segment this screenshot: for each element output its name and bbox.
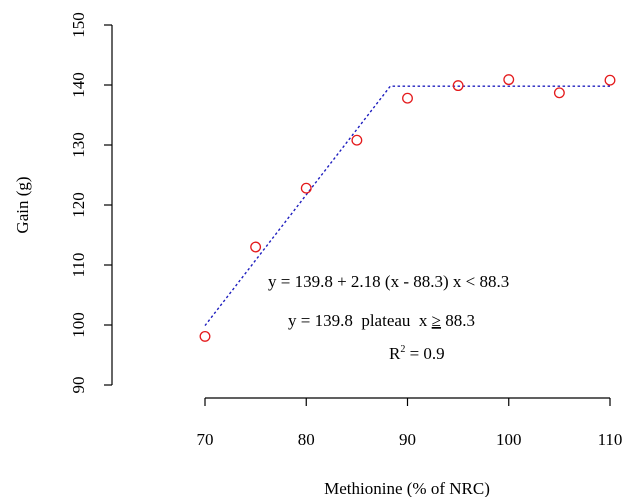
y-axis-title: Gain (g) [13,176,32,233]
r-squared-sup: 2 [400,344,405,355]
greater-equal-symbol: ≥ [432,311,441,330]
y-tick-label: 140 [69,72,88,98]
r-squared-value: = 0.9 [405,344,444,363]
axes: 70 80 90 100 110 90 100 110 120 130 140 150 [69,12,622,449]
x-tick-label: 70 [197,430,214,449]
r-squared-label: R2 = 0.9 [389,344,445,363]
data-point [503,74,515,86]
equation-line-2-tail: 88.3 [441,311,475,330]
y-tick-label: 120 [69,192,88,218]
equation-line-2: y = 139.8 plateau x ≥ 88.3 [288,311,475,330]
x-tick-label: 90 [399,430,416,449]
y-tick-label: 130 [69,132,88,158]
points-group [199,74,616,342]
fit-line-group [204,85,610,327]
equation-line-1: y = 139.8 + 2.18 (x - 88.3) x < 88.3 [268,272,509,291]
r-squared-base: R [389,344,401,363]
fit-line [204,85,610,327]
data-point [199,330,211,342]
y-tick-label: 100 [69,312,88,338]
x-tick-label: 110 [598,430,623,449]
y-tick-label: 90 [69,377,88,394]
data-point [351,134,363,146]
equation-line-2-main: y = 139.8 plateau x [288,311,432,330]
data-point [553,87,565,99]
y-tick-label: 150 [69,12,88,38]
x-tick-label: 80 [298,430,315,449]
data-point [300,182,312,194]
data-point [452,80,464,92]
data-point [604,74,616,86]
data-point [402,92,413,104]
x-axis-title: Methionine (% of NRC) [324,479,490,497]
data-point [250,241,262,253]
x-tick-label: 100 [496,430,522,449]
y-tick-label: 110 [69,253,88,278]
